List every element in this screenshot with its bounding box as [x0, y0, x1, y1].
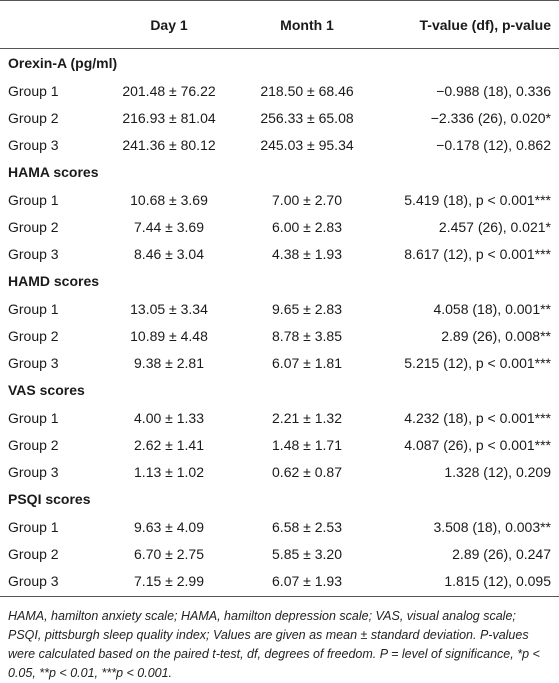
cell-stat: 5.419 (18), p < 0.001*** [404, 191, 551, 208]
cell-day1: 8.46 ± 3.04 [134, 245, 204, 262]
row-label: Group 3 [8, 354, 59, 371]
cell-month1: 5.85 ± 3.20 [272, 545, 342, 562]
table-row: Group 2 2.62 ± 1.41 1.48 ± 1.71 4.087 (26),… [0, 431, 559, 458]
table-row: Group 1 13.05 ± 3.34 9.65 ± 2.83 4.058 (18)… [0, 295, 559, 322]
cell-month1: 6.00 ± 2.83 [272, 218, 342, 235]
row-label: Group 1 [8, 300, 59, 317]
cell-day1: 216.93 ± 81.04 [122, 109, 216, 126]
row-label: Group 3 [8, 463, 59, 480]
section-title: HAMA scores [8, 164, 99, 180]
cell-stat: −0.178 (12), 0.862 [436, 136, 551, 153]
table-body: Orexin-A (pg/ml) Group 1 201.48 ± 76.22 218… [0, 49, 559, 597]
cell-month1: 9.65 ± 2.83 [272, 300, 342, 317]
row-label: Group 2 [8, 218, 59, 235]
cell-month1: 256.33 ± 65.08 [260, 109, 354, 126]
section-header-row: HAMA scores [0, 158, 559, 186]
section-title: HAMD scores [8, 273, 100, 289]
cell-stat: 1.328 (12), 0.209 [444, 463, 551, 480]
table-row: Group 3 241.36 ± 80.12 245.03 ± 95.34 −0.17… [0, 131, 559, 158]
row-label: Group 2 [8, 545, 59, 562]
row-label: Group 3 [8, 245, 59, 262]
cell-stat: 5.215 (12), p < 0.001*** [404, 354, 551, 371]
cell-month1: 8.78 ± 3.85 [272, 327, 342, 344]
cell-month1: 0.62 ± 0.87 [272, 463, 342, 480]
row-label: Group 3 [8, 136, 59, 153]
cell-month1: 1.48 ± 1.71 [272, 436, 342, 453]
cell-day1: 9.38 ± 2.81 [134, 354, 204, 371]
cell-day1: 241.36 ± 80.12 [122, 136, 216, 153]
cell-stat: 4.232 (18), p < 0.001*** [404, 409, 551, 426]
cell-day1: 201.48 ± 76.22 [122, 82, 216, 99]
cell-stat: 2.457 (26), 0.021* [438, 218, 551, 235]
cell-stat: 2.89 (26), 0.247 [452, 545, 551, 562]
cell-month1: 6.58 ± 2.53 [272, 518, 342, 535]
row-label: Group 1 [8, 409, 59, 426]
cell-month1: 2.21 ± 1.32 [272, 409, 342, 426]
cell-day1: 7.44 ± 3.69 [134, 218, 204, 235]
cell-month1: 6.07 ± 1.93 [238, 567, 376, 597]
row-label: Group 2 [8, 109, 59, 126]
cell-day1: 10.68 ± 3.69 [130, 191, 208, 208]
section-title: VAS scores [8, 382, 85, 398]
table-row: Group 1 4.00 ± 1.33 2.21 ± 1.32 4.232 (18),… [0, 404, 559, 431]
table-footnote: HAMA, hamilton anxiety scale; HAMA, hami… [8, 609, 540, 680]
cell-month1: 4.38 ± 1.93 [272, 245, 342, 262]
table-row: Group 2 10.89 ± 4.48 8.78 ± 3.85 2.89 (26),… [0, 322, 559, 349]
cell-day1: 9.63 ± 4.09 [134, 518, 204, 535]
cell-stat: 4.058 (18), 0.001** [433, 300, 551, 317]
cell-stat: 8.617 (12), p < 0.001*** [404, 245, 551, 262]
table-row: Group 1 9.63 ± 4.09 6.58 ± 2.53 3.508 (18),… [0, 513, 559, 540]
table-header: Day 1 Month 1 T-value (df), p-value [0, 0, 559, 49]
row-label: Group 1 [8, 82, 59, 99]
cell-stat: 1.815 (12), 0.095 [376, 567, 559, 597]
section-header-row: Orexin-A (pg/ml) [0, 49, 559, 78]
header-col-day1: Day 1 [100, 0, 238, 49]
cell-day1: 10.89 ± 4.48 [130, 327, 208, 344]
cell-day1: 7.15 ± 2.99 [100, 567, 238, 597]
table-row: Group 2 6.70 ± 2.75 5.85 ± 3.20 2.89 (26), … [0, 540, 559, 567]
cell-day1: 4.00 ± 1.33 [134, 409, 204, 426]
table-row: Group 2 7.44 ± 3.69 6.00 ± 2.83 2.457 (26),… [0, 213, 559, 240]
table-row: Group 1 10.68 ± 3.69 7.00 ± 2.70 5.419 (18)… [0, 186, 559, 213]
table-row: Group 3 9.38 ± 2.81 6.07 ± 1.81 5.215 (12),… [0, 349, 559, 376]
section-header-row: PSQI scores [0, 485, 559, 513]
header-col-label [0, 0, 100, 49]
row-label: Group 1 [8, 518, 59, 535]
cell-day1: 6.70 ± 2.75 [134, 545, 204, 562]
cell-day1: 1.13 ± 1.02 [134, 463, 204, 480]
section-title: Orexin-A (pg/ml) [8, 55, 118, 71]
cell-month1: 245.03 ± 95.34 [260, 136, 354, 153]
table-row: Group 3 7.15 ± 2.99 6.07 ± 1.93 1.815 (12),… [0, 567, 559, 597]
cell-stat: 3.508 (18), 0.003** [433, 518, 551, 535]
cell-month1: 218.50 ± 68.46 [260, 82, 354, 99]
cell-stat: −0.988 (18), 0.336 [436, 82, 551, 99]
cell-day1: 13.05 ± 3.34 [130, 300, 208, 317]
cell-month1: 6.07 ± 1.81 [272, 354, 342, 371]
row-label: Group 3 [0, 567, 100, 597]
table-row: Group 3 8.46 ± 3.04 4.38 ± 1.93 8.617 (12),… [0, 240, 559, 267]
section-title: PSQI scores [8, 491, 91, 507]
row-label: Group 2 [8, 436, 59, 453]
header-col-month1: Month 1 [238, 0, 376, 49]
table-row: Group 2 216.93 ± 81.04 256.33 ± 65.08 −2.33… [0, 104, 559, 131]
section-header-row: HAMD scores [0, 267, 559, 295]
cell-stat: −2.336 (26), 0.020* [430, 109, 551, 126]
row-label: Group 1 [8, 191, 59, 208]
table-row: Group 3 1.13 ± 1.02 0.62 ± 0.87 1.328 (12),… [0, 458, 559, 485]
cell-stat: 4.087 (26), p < 0.001*** [404, 436, 551, 453]
cell-day1: 2.62 ± 1.41 [134, 436, 204, 453]
header-col-stat: T-value (df), p-value [376, 0, 559, 49]
cell-stat: 2.89 (26), 0.008** [441, 327, 551, 344]
row-label: Group 2 [8, 327, 59, 344]
results-table: Day 1 Month 1 T-value (df), p-value Orex… [0, 0, 559, 597]
section-header-row: VAS scores [0, 376, 559, 404]
table-row: Group 1 201.48 ± 76.22 218.50 ± 68.46 −0.98… [0, 77, 559, 104]
cell-month1: 7.00 ± 2.70 [272, 191, 342, 208]
